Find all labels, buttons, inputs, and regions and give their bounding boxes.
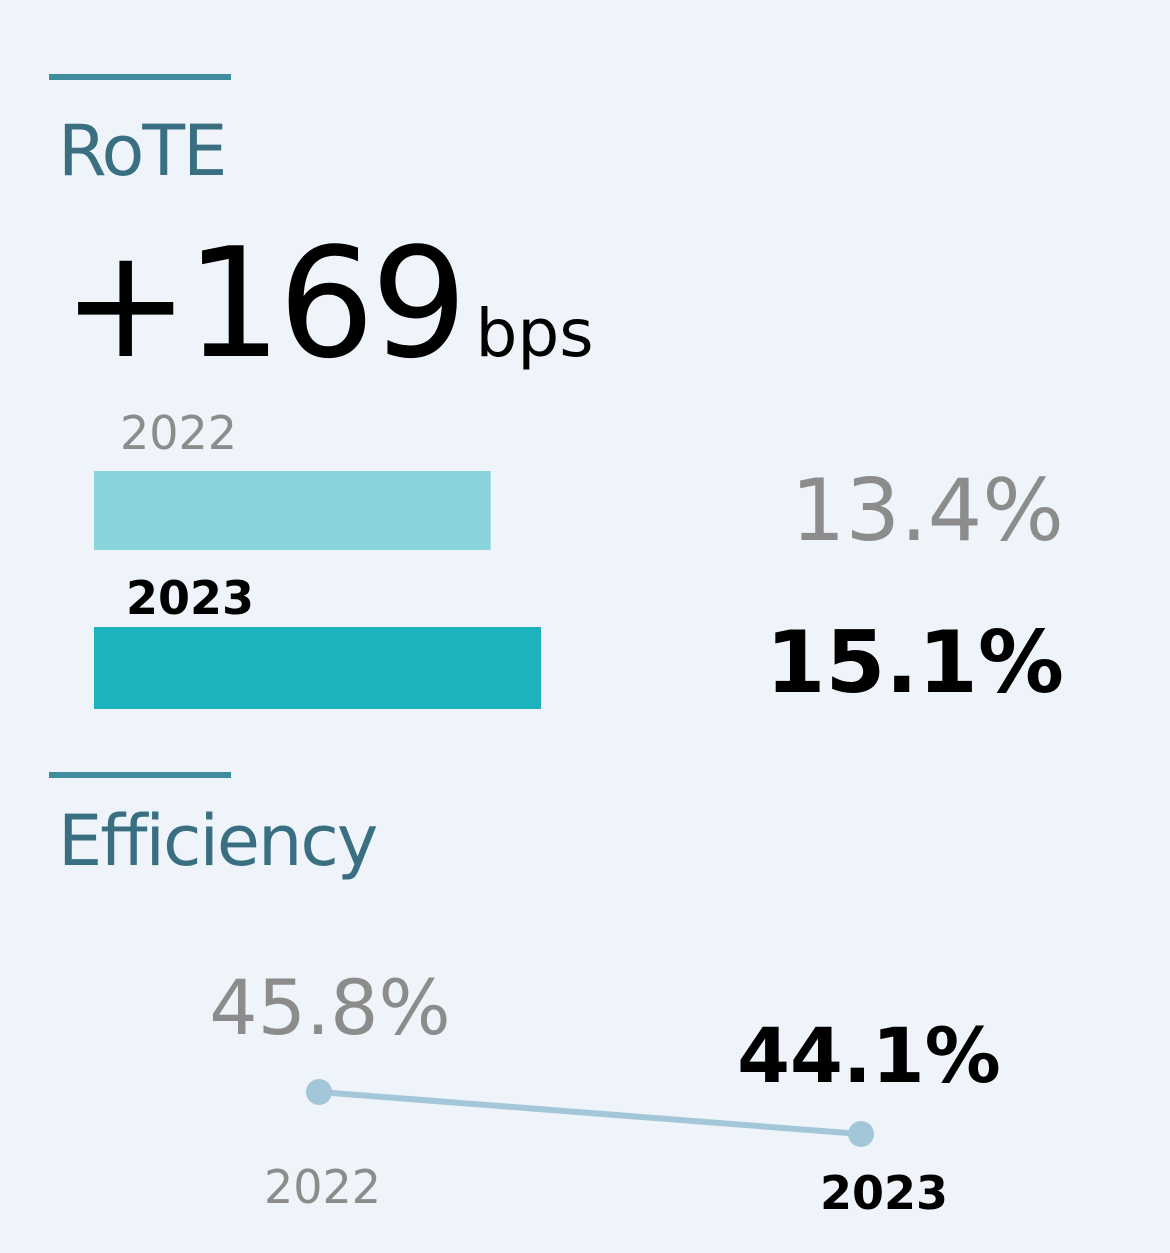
rote-title: RoTE bbox=[58, 110, 227, 192]
rote-year-label-2023: 2023 bbox=[126, 571, 255, 625]
rote-bar-2023 bbox=[94, 627, 541, 709]
efficiency-accent-rule bbox=[49, 772, 231, 778]
rote-accent-rule bbox=[49, 74, 231, 80]
efficiency-value-label-2022: 45.8% bbox=[209, 963, 450, 1052]
efficiency-value-label-2023: 44.1% bbox=[737, 1011, 1001, 1100]
efficiency-title: Efficiency bbox=[58, 800, 378, 882]
rote-change-kpi: +169 bps bbox=[62, 228, 594, 380]
rote-year-label-2022: 2022 bbox=[120, 406, 238, 460]
efficiency-point-2022 bbox=[306, 1079, 332, 1105]
efficiency-year-label-2023: 2023 bbox=[820, 1166, 949, 1220]
efficiency-line bbox=[318, 1089, 862, 1137]
rote-bar-2022 bbox=[94, 471, 491, 550]
efficiency-year-label-2022: 2022 bbox=[264, 1160, 382, 1214]
rote-change-unit: bps bbox=[475, 295, 594, 372]
rote-value-2023: 15.1% bbox=[765, 613, 1064, 713]
rote-change-value: +169 bbox=[62, 215, 467, 392]
rote-value-2022: 13.4% bbox=[790, 461, 1064, 561]
efficiency-point-2023 bbox=[848, 1121, 874, 1147]
